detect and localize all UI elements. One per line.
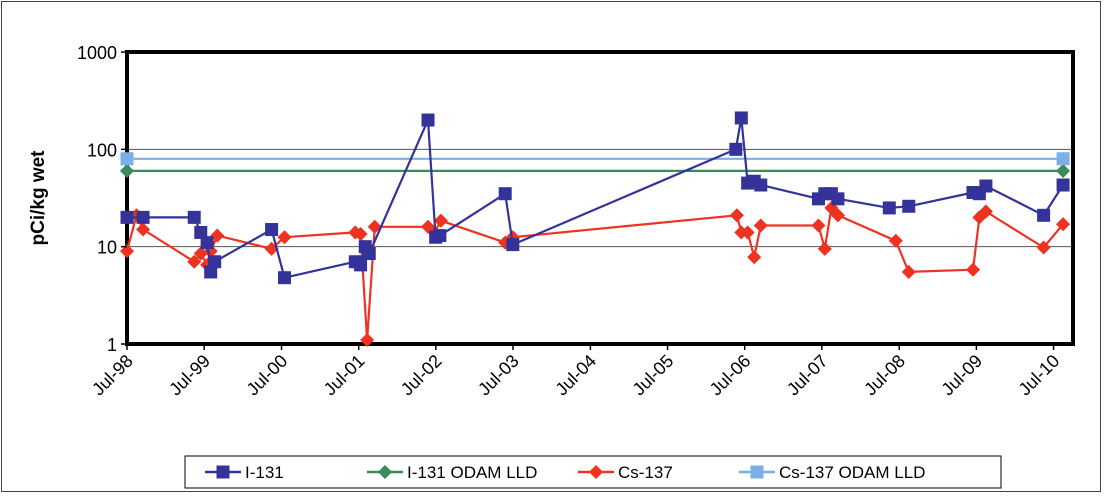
x-tick-label: Jul-01 xyxy=(320,351,369,400)
data-point xyxy=(1056,217,1071,232)
data-point xyxy=(753,218,768,233)
series-i-131 xyxy=(120,111,1070,285)
data-point xyxy=(830,208,845,223)
legend-label: Cs-137 ODAM LLD xyxy=(779,463,925,482)
legend-label: I-131 xyxy=(245,463,284,482)
legend-marker xyxy=(216,465,230,479)
data-point xyxy=(506,238,520,252)
x-tick-label: Jul-98 xyxy=(88,351,137,400)
x-tick-label: Jul-10 xyxy=(1015,351,1064,400)
data-point xyxy=(817,241,832,256)
data-point xyxy=(136,222,151,237)
legend-label: I-131 ODAM LLD xyxy=(407,463,537,482)
legend-marker xyxy=(588,464,604,480)
x-tick-label: Jul-00 xyxy=(243,351,292,400)
data-point xyxy=(831,192,845,206)
data-point xyxy=(187,254,202,269)
y-tick-label: 10 xyxy=(97,238,117,258)
data-point xyxy=(729,208,744,223)
data-point xyxy=(1056,152,1070,166)
legend: I-131 I-131 ODAM LLD Cs-137 Cs-137 ODAM LLD xyxy=(184,455,1002,489)
series-i-131-odam-lld xyxy=(119,163,1071,178)
x-tick-label: Jul-03 xyxy=(474,351,523,400)
data-point xyxy=(754,178,768,192)
data-point xyxy=(200,236,214,250)
x-tick-label: Jul-05 xyxy=(629,351,678,400)
x-tick-label: Jul-02 xyxy=(397,351,446,400)
data-point xyxy=(1056,178,1070,192)
data-point xyxy=(119,244,135,259)
data-point xyxy=(367,219,382,234)
gridlines xyxy=(127,148,1073,248)
data-point xyxy=(136,210,150,224)
data-point xyxy=(277,271,291,285)
data-point xyxy=(433,229,447,243)
data-point xyxy=(965,262,981,277)
data-point xyxy=(979,179,993,193)
legend-items: I-131 I-131 ODAM LLD Cs-137 Cs-137 ODAM LLD xyxy=(205,463,925,482)
x-tick-label: Jul-08 xyxy=(860,351,909,400)
data-point xyxy=(734,111,748,125)
y-tick-label: 1 xyxy=(107,335,117,355)
data-point xyxy=(901,264,916,279)
series-layer xyxy=(119,111,1071,348)
data-point xyxy=(265,223,279,237)
legend-marker xyxy=(377,464,393,480)
data-point xyxy=(208,255,222,269)
x-tick-label: Jul-07 xyxy=(783,351,832,400)
x-tick-label: Jul-09 xyxy=(937,351,986,400)
data-point xyxy=(421,113,435,127)
series-cs-137 xyxy=(119,200,1071,348)
data-point xyxy=(362,247,376,261)
data-point xyxy=(1037,208,1051,222)
x-tick-label: Jul-04 xyxy=(551,351,600,400)
data-point xyxy=(354,258,368,272)
data-point xyxy=(119,163,135,178)
y-tick-label: 100 xyxy=(87,140,117,160)
series-line xyxy=(127,116,1065,279)
data-point xyxy=(1036,240,1051,255)
data-point xyxy=(187,210,201,224)
data-point xyxy=(729,142,743,156)
data-point xyxy=(1056,163,1071,178)
data-point xyxy=(978,204,993,219)
legend-label: Cs-137 xyxy=(618,463,673,482)
data-point xyxy=(902,199,916,213)
data-point xyxy=(882,201,896,215)
data-point xyxy=(747,250,762,265)
plot-area xyxy=(125,50,1075,346)
series-cs-137-odam-lld xyxy=(120,152,1070,166)
data-point xyxy=(360,332,375,348)
data-point xyxy=(120,210,134,224)
data-point xyxy=(824,200,839,215)
data-point xyxy=(120,152,134,166)
x-tick-label: Jul-99 xyxy=(165,351,214,400)
y-axis-label: pCi/kg wet xyxy=(28,150,49,246)
data-point xyxy=(433,213,448,228)
y-tick-label: 1000 xyxy=(77,43,117,63)
data-point xyxy=(811,218,826,233)
legend-marker xyxy=(750,465,764,479)
data-point xyxy=(740,225,755,240)
data-point xyxy=(277,230,292,245)
x-tick-label: Jul-06 xyxy=(706,351,755,400)
data-point xyxy=(498,187,512,201)
data-point xyxy=(210,228,225,243)
data-point xyxy=(888,233,903,248)
